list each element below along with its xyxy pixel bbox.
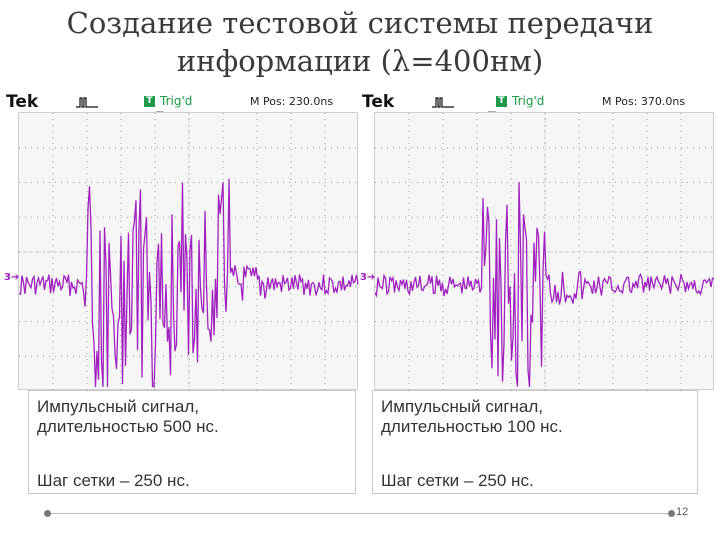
- tek-logo: Tek: [6, 92, 39, 112]
- oscilloscope-grid: [18, 112, 359, 391]
- caption-right: Импульсный сигнал, длительностью 100 нс.…: [372, 390, 698, 494]
- position-readout: M Pos: 230.0ns: [250, 95, 334, 108]
- oscilloscope-trace-area: [375, 113, 715, 391]
- slide-title-line-2: информации (λ=400нм): [176, 44, 544, 78]
- oscilloscope-screen-left: Tek T Trig'd M Pos: 230.0ns ▼ 3➔: [4, 92, 359, 391]
- pulse-icon: [432, 97, 454, 108]
- slide-title: Создание тестовой системы передачи инфор…: [0, 4, 720, 80]
- position-readout: M Pos: 370.0ns: [602, 95, 686, 108]
- trigger-status: Trig'd: [160, 94, 193, 108]
- trigger-badge: T: [144, 96, 155, 107]
- pulse-icon: [76, 97, 98, 108]
- trigger-badge: T: [496, 96, 507, 107]
- caption-left: Импульсный сигнал, длительностью 500 нс.…: [28, 390, 356, 494]
- channel-3-trace: [19, 178, 359, 389]
- caption-signal-label: Импульсный сигнал,: [381, 397, 544, 416]
- footer-dot-right: [668, 510, 675, 517]
- scope-header: Tek T Trig'd M Pos: 370.0ns ▼: [360, 92, 716, 121]
- tek-logo: Tek: [362, 92, 395, 112]
- channel-3-marker: 3➔: [4, 272, 20, 283]
- caption-signal-label: Импульсный сигнал,: [37, 397, 200, 416]
- caption-duration: длительностью 100 нс.: [381, 417, 563, 436]
- oscilloscope-grid: [374, 112, 715, 391]
- slide-title-line-1: Создание тестовой системы передачи: [66, 6, 654, 40]
- channel-3-trace: [375, 182, 715, 388]
- page-number: 12: [676, 506, 689, 518]
- caption-grid-step: Шаг сетки – 250 нс.: [37, 471, 190, 490]
- channel-3-marker: 3➔: [360, 272, 376, 283]
- oscilloscope-trace-area: [19, 113, 359, 391]
- graticule: [375, 113, 715, 391]
- footer-dot-left: [44, 510, 51, 517]
- scope-header: Tek T Trig'd M Pos: 230.0ns ▼: [4, 92, 358, 121]
- caption-grid-step: Шаг сетки – 250 нс.: [381, 471, 534, 490]
- oscilloscope-screen-right: Tek T Trig'd M Pos: 370.0ns ▼ 3➔: [360, 92, 716, 391]
- caption-duration: длительностью 500 нс.: [37, 417, 219, 436]
- footer-divider: [44, 513, 672, 514]
- trigger-status: Trig'd: [512, 94, 545, 108]
